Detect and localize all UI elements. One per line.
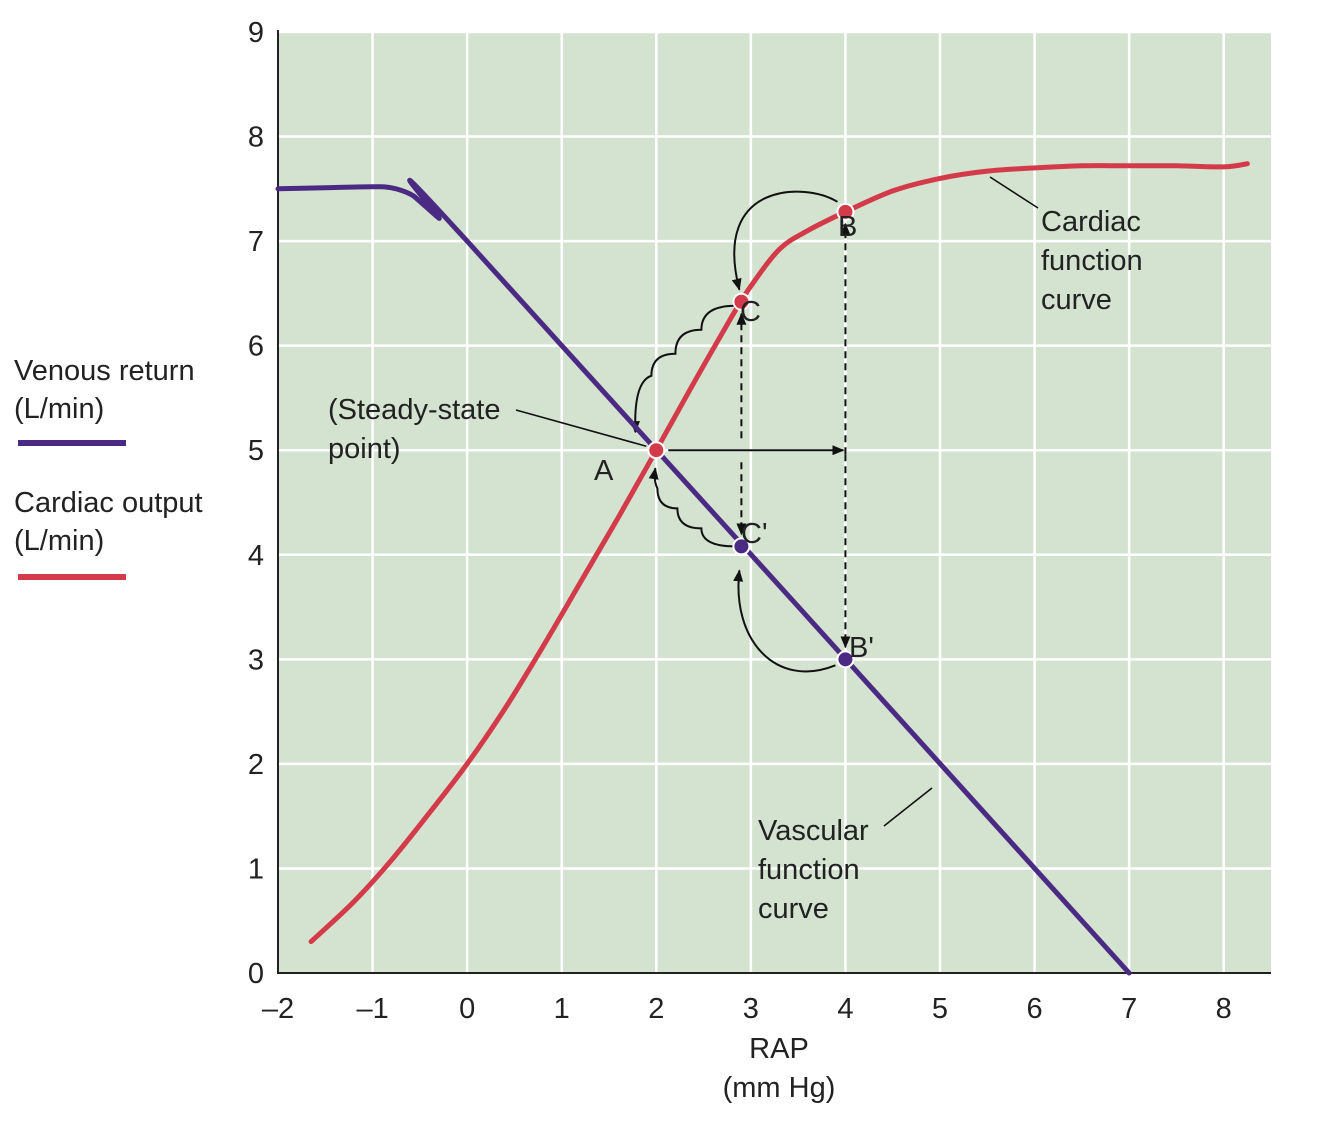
x-axis-units: (mm Hg) (723, 1072, 836, 1104)
legend-cardiac-output-swatch (18, 574, 126, 580)
points-group (647, 202, 855, 669)
vascular-curve-label-line1: Vascular (758, 815, 869, 847)
point-label-c: C (740, 296, 761, 328)
point-c-prime (732, 537, 751, 556)
leader-cardiac-curve (989, 176, 1039, 209)
annotations: A B C C' B' (Steady-state point) Cardiac… (328, 206, 1143, 1104)
legend-venous-return-label-line1: Venous return (14, 355, 195, 387)
curved-arrow-b-to-c (731, 190, 838, 291)
leader-steady-state (515, 409, 647, 447)
x-tick-label: 3 (743, 993, 759, 1025)
leader-vascular-curve (883, 787, 933, 827)
x-tick-label: 8 (1216, 993, 1232, 1025)
point-label-b: B (838, 211, 857, 243)
x-tick-label: –2 (262, 993, 294, 1025)
y-tick-label: 6 (248, 331, 264, 363)
legend-venous-return-swatch (18, 440, 126, 446)
wavy-arrow-c-prime-to-a (648, 467, 736, 548)
y-tick-label: 4 (248, 540, 264, 572)
vascular-curve-label-line3: curve (758, 893, 829, 925)
point-a (647, 441, 666, 460)
x-tick-label: 6 (1027, 993, 1043, 1025)
cardiac-curve-label-line2: function (1041, 245, 1143, 277)
curved-arrow-b-prime-to-c-prime (733, 569, 836, 673)
y-tick-label: 2 (248, 749, 264, 781)
x-tick-label: 1 (554, 993, 570, 1025)
y-tick-label: 9 (248, 17, 264, 49)
point-c (732, 292, 751, 311)
x-axis-label: RAP (749, 1033, 809, 1065)
legend-cardiac-output-label-line2: (L/min) (14, 525, 105, 557)
steady-state-label-line1: (Steady-state (328, 394, 500, 426)
cardiac-curve-label-line3: curve (1041, 284, 1112, 316)
x-tick-label: –1 (356, 993, 388, 1025)
y-tick-label: 0 (248, 958, 264, 990)
point-b-prime (836, 650, 855, 669)
cardiac-curve-label-line1: Cardiac (1041, 206, 1141, 238)
steady-state-label-line2: point) (328, 433, 401, 465)
tick-labels: –2 –1 0 1 2 3 4 5 6 7 8 0 1 2 3 4 5 6 7 8 9 (248, 17, 1232, 1025)
y-tick-label: 5 (248, 435, 264, 467)
vascular-curve-label-line2: function (758, 854, 860, 886)
legend-cardiac-output-label-line1: Cardiac output (14, 487, 203, 519)
plot-background (278, 32, 1271, 973)
point-label-a: A (594, 455, 614, 487)
x-tick-label: 4 (837, 993, 853, 1025)
wavy-arrow-c-to-a (629, 304, 736, 434)
point-b (836, 202, 855, 221)
y-tick-label: 3 (248, 644, 264, 676)
point-label-b-prime: B' (849, 632, 874, 664)
annotation-arrows (515, 176, 1039, 827)
x-tick-label: 0 (459, 993, 475, 1025)
point-label-c-prime: C' (741, 518, 767, 550)
legend-venous-return-label-line2: (L/min) (14, 393, 105, 425)
x-tick-label: 7 (1121, 993, 1137, 1025)
x-tick-label: 2 (648, 993, 664, 1025)
x-tick-label: 5 (932, 993, 948, 1025)
y-tick-label: 7 (248, 226, 264, 258)
y-tick-label: 1 (248, 853, 264, 885)
y-tick-label: 8 (248, 122, 264, 154)
